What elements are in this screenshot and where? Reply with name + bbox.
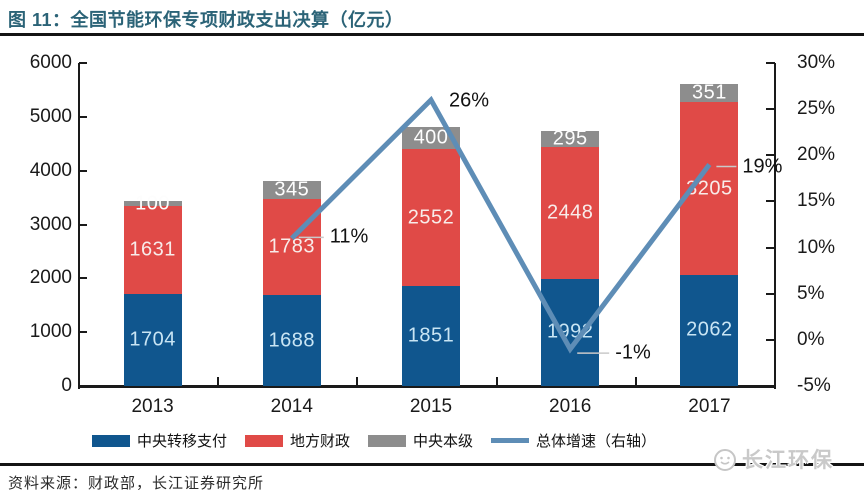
x-axis-line bbox=[78, 385, 776, 388]
bar-value-label: 1631 bbox=[129, 238, 176, 261]
source-note: 资料来源：财政部，长江证券研究所 bbox=[8, 475, 265, 492]
y2-axis-label: 20% bbox=[797, 144, 836, 166]
x-axis-label: 2017 bbox=[688, 396, 731, 417]
growth-rate-label: 11% bbox=[329, 225, 369, 248]
bar-value-label: 100 bbox=[135, 192, 171, 215]
bar-value-label: 295 bbox=[552, 127, 588, 150]
legend-swatch bbox=[491, 438, 530, 443]
bar-value-label: 1704 bbox=[129, 328, 176, 351]
growth-rate-label: -1% bbox=[615, 341, 651, 364]
x-axis-label: 2014 bbox=[270, 396, 313, 417]
x-axis-label: 2015 bbox=[409, 396, 453, 417]
y2-axis-label: 15% bbox=[797, 190, 836, 212]
y2-axis-label: 0% bbox=[797, 328, 825, 350]
legend-item: 中央本级 bbox=[368, 430, 473, 451]
y2-axis-tick bbox=[766, 108, 775, 111]
y2-axis-label: 25% bbox=[797, 98, 836, 120]
y-axis-tick bbox=[79, 223, 87, 226]
bar-segment bbox=[123, 206, 182, 295]
y-axis-tick bbox=[79, 169, 87, 172]
y-axis-label: 0 bbox=[61, 375, 72, 396]
figure-title: 图 11：全国节能环保专项财政支出决算（亿元） bbox=[8, 10, 404, 30]
y-axis-tick bbox=[79, 115, 87, 118]
y2-axis-tick bbox=[766, 200, 775, 203]
legend-label: 地方财政 bbox=[290, 433, 351, 450]
y-axis-line bbox=[78, 63, 80, 389]
legend-swatch bbox=[368, 434, 407, 447]
bar-value-label: 400 bbox=[413, 126, 449, 149]
growth-rate-label: 19% bbox=[742, 155, 783, 177]
legend-item: 总体增速（右轴） bbox=[491, 430, 656, 451]
y2-axis-tick bbox=[766, 338, 775, 341]
y-axis-label: 2000 bbox=[29, 267, 72, 289]
legend-item: 中央转移支付 bbox=[92, 430, 227, 451]
y-axis-label: 6000 bbox=[29, 52, 72, 73]
y2-axis-tick bbox=[766, 154, 775, 157]
bar-segment bbox=[123, 294, 182, 386]
bar-segment bbox=[123, 201, 182, 207]
smiley-logo-icon bbox=[714, 449, 736, 471]
x-axis-label: 2016 bbox=[549, 396, 592, 417]
legend: 中央转移支付 地方财政 中央本级 总体增速（右轴） bbox=[92, 430, 656, 451]
bar-value-label: 351 bbox=[691, 81, 727, 104]
y-axis-tick bbox=[79, 331, 87, 334]
bar-value-label: 2448 bbox=[546, 201, 594, 224]
top-divider bbox=[0, 33, 864, 36]
brand-watermark: 长江环保 bbox=[712, 444, 834, 474]
y-axis-tick bbox=[79, 62, 87, 64]
legend-label: 中央本级 bbox=[413, 433, 474, 450]
legend-swatch bbox=[92, 434, 130, 447]
x-axis-label: 2013 bbox=[131, 396, 174, 417]
y2-axis-line bbox=[774, 63, 776, 389]
bar-value-label: 1851 bbox=[407, 324, 455, 347]
y2-axis-label: 30% bbox=[797, 52, 836, 73]
y2-axis-label: 10% bbox=[797, 236, 836, 258]
watermark-text: 长江环保 bbox=[742, 449, 834, 472]
y-axis-label: 4000 bbox=[29, 159, 72, 181]
x-axis-tick bbox=[495, 377, 498, 385]
y-axis-label: 5000 bbox=[29, 105, 72, 127]
x-axis-tick bbox=[356, 377, 359, 385]
y2-axis-tick bbox=[766, 246, 775, 249]
legend-label: 总体增速（右轴） bbox=[536, 433, 657, 450]
bar-value-label: 345 bbox=[274, 178, 310, 201]
y2-axis-label: -5% bbox=[797, 375, 831, 396]
y2-axis-tick bbox=[766, 62, 775, 64]
legend-swatch bbox=[245, 434, 284, 447]
legend-label: 中央转移支付 bbox=[137, 433, 228, 450]
bar-value-label: 2062 bbox=[686, 318, 733, 341]
y2-axis-tick bbox=[766, 292, 775, 295]
y-axis-tick bbox=[79, 277, 87, 280]
y2-axis-label: 5% bbox=[797, 282, 825, 304]
bottom-divider bbox=[0, 463, 864, 466]
y-axis-label: 1000 bbox=[29, 321, 72, 343]
bar-value-label: 1688 bbox=[268, 329, 316, 352]
growth-rate-label: 26% bbox=[449, 89, 490, 112]
bar-value-label: 1783 bbox=[268, 235, 316, 258]
x-axis-tick bbox=[217, 377, 220, 385]
legend-item: 地方财政 bbox=[245, 430, 350, 451]
bar-value-label: 2552 bbox=[407, 206, 455, 229]
x-axis-tick bbox=[634, 377, 637, 385]
bar-value-label: 1992 bbox=[546, 320, 594, 343]
bar-value-label: 3205 bbox=[686, 177, 733, 200]
y-axis-label: 3000 bbox=[29, 213, 72, 235]
